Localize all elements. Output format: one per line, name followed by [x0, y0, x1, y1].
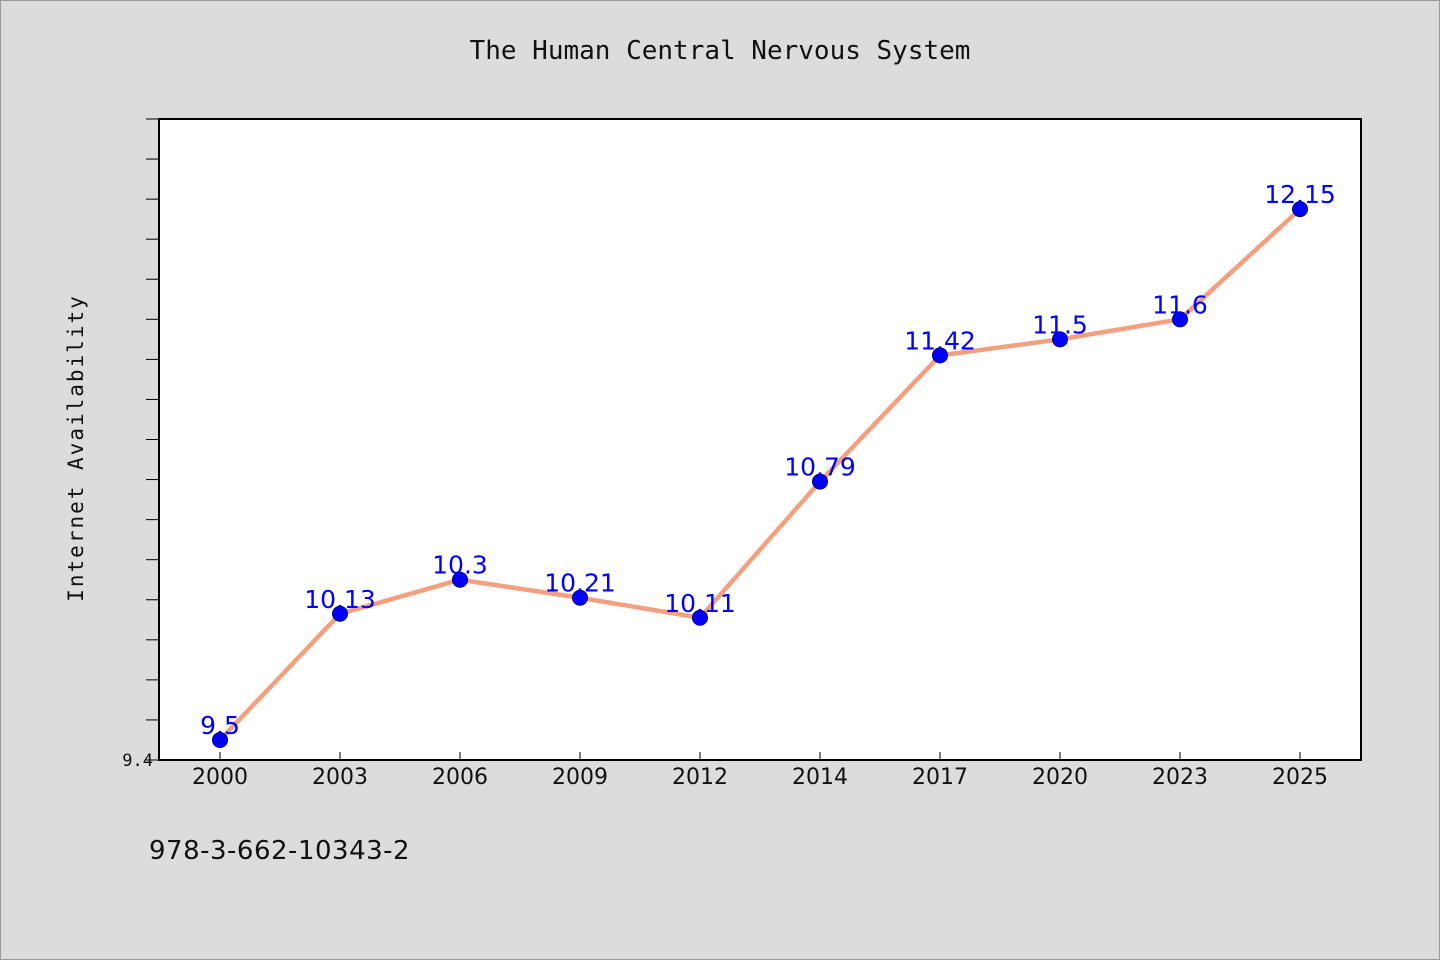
data-point-marker — [452, 571, 468, 588]
x-tick-label: 2023 — [1152, 765, 1208, 790]
x-tick-label: 2017 — [912, 765, 968, 790]
x-tick-label: 2014 — [792, 765, 848, 790]
data-point-marker — [1172, 311, 1188, 328]
series-line — [217, 206, 1303, 743]
data-label: 12.15 — [1264, 180, 1336, 209]
x-tick-label: 2020 — [1032, 765, 1088, 790]
data-label: 11.42 — [904, 326, 976, 355]
markers-layer — [212, 201, 1308, 748]
data-point-marker — [332, 605, 348, 622]
data-label: 10.3 — [432, 551, 488, 580]
isbn-text: 978-3-662-10343-2 — [149, 836, 411, 866]
x-tick-label: 2000 — [192, 765, 248, 790]
data-label: 9.5 — [200, 711, 240, 740]
x-tick-label: 2003 — [312, 765, 368, 790]
y-axis-title: Internet Availability — [64, 294, 88, 602]
y-axis-ticks: 9.4 — [122, 118, 159, 771]
data-label: 10.13 — [304, 585, 376, 614]
data-labels-layer: 9.5 10.13 10.3 10.21 10.11 10.79 11.42 11.5 11.6… — [200, 180, 1336, 740]
data-point-marker — [1052, 331, 1068, 348]
data-point-marker — [692, 609, 708, 626]
data-label: 11.6 — [1152, 290, 1208, 319]
data-point-marker — [1292, 201, 1308, 218]
data-point-marker — [812, 473, 828, 490]
data-label: 10.21 — [544, 569, 616, 598]
plot-area — [158, 118, 1362, 761]
x-tick-label: 2012 — [672, 765, 728, 790]
x-tick-label: 2009 — [552, 765, 608, 790]
x-tick-label: 2025 — [1272, 765, 1328, 790]
data-point-marker — [212, 731, 228, 748]
y-tick-label: 9.4 — [122, 751, 153, 771]
x-axis-ticks: 2000 2003 2006 2009 2012 2014 2017 2020 2023 2025 — [192, 752, 1328, 790]
data-point-marker — [932, 347, 948, 364]
series-layer — [217, 206, 1303, 743]
data-label: 11.5 — [1032, 310, 1088, 339]
x-tick-label: 2006 — [432, 765, 488, 790]
data-label: 10.11 — [664, 589, 736, 618]
chart-title: The Human Central Nervous System — [469, 36, 971, 66]
data-point-marker — [572, 589, 588, 606]
data-label: 10.79 — [784, 453, 856, 482]
